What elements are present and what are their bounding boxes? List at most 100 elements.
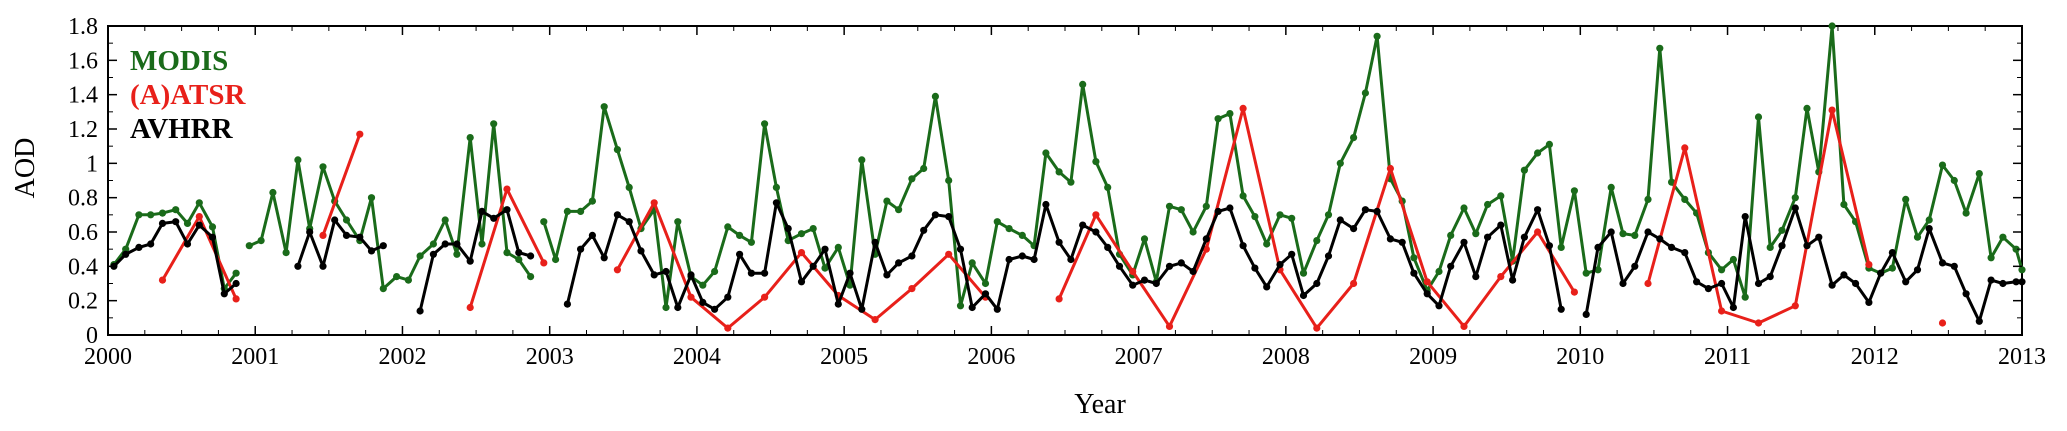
- x-tick-label: 2010: [1556, 344, 1604, 370]
- data-point-modis: [1729, 255, 1737, 264]
- data-point-modis: [393, 273, 401, 281]
- x-tick-label: 2007: [1115, 344, 1163, 370]
- data-point-modis: [2012, 245, 2020, 253]
- data-point-avhrr: [1729, 303, 1737, 312]
- data-point-modis: [515, 255, 523, 264]
- data-point-modis: [257, 237, 265, 245]
- data-point-avhrr: [441, 240, 449, 248]
- y-tick-label: 0.6: [68, 220, 98, 246]
- data-point-avhrr: [1497, 221, 1505, 229]
- data-point-modis: [1668, 178, 1676, 186]
- data-point-modis: [761, 120, 769, 128]
- data-point-aatsr: [908, 285, 916, 293]
- data-point-avhrr: [1373, 207, 1381, 215]
- data-point-modis: [367, 194, 376, 202]
- data-point-modis: [724, 223, 732, 231]
- data-point-avhrr: [908, 252, 916, 260]
- data-point-modis: [1202, 202, 1210, 210]
- data-point-aatsr: [1828, 106, 1836, 114]
- data-point-modis: [772, 183, 781, 191]
- data-point-aatsr: [724, 324, 732, 332]
- data-point-avhrr: [1962, 290, 1970, 298]
- data-point-modis: [1067, 178, 1075, 186]
- data-point-avhrr: [331, 216, 339, 224]
- data-point-avhrr: [1534, 206, 1542, 214]
- data-point-avhrr: [846, 269, 854, 277]
- data-point-avhrr: [895, 259, 903, 267]
- data-point-aatsr: [466, 303, 474, 312]
- data-point-modis: [1619, 230, 1627, 238]
- data-point-modis: [1226, 110, 1234, 118]
- data-point-modis: [478, 240, 486, 248]
- data-point-avhrr: [172, 218, 180, 226]
- data-point-aatsr: [650, 199, 658, 207]
- data-point-avhrr: [1079, 221, 1087, 229]
- data-point-modis: [858, 156, 866, 164]
- data-point-modis: [883, 197, 891, 205]
- data-point-avhrr: [1288, 250, 1296, 258]
- data-point-modis: [1631, 231, 1639, 239]
- data-point-avhrr: [1005, 255, 1013, 264]
- data-point-avhrr: [1484, 233, 1492, 241]
- data-point-modis: [1018, 231, 1026, 239]
- data-point-avhrr: [1214, 207, 1222, 215]
- data-point-avhrr: [208, 233, 217, 241]
- data-point-avhrr: [342, 231, 351, 239]
- data-point-avhrr: [1644, 228, 1652, 236]
- data-point-modis: [747, 238, 756, 246]
- data-point-modis: [379, 285, 387, 293]
- data-point-avhrr: [883, 271, 891, 279]
- data-point-avhrr: [956, 245, 965, 253]
- data-point-modis: [294, 156, 302, 164]
- data-point-avhrr: [466, 257, 474, 265]
- data-point-modis: [1902, 195, 1910, 203]
- data-point-modis: [1950, 176, 1958, 185]
- data-point-modis: [232, 269, 240, 277]
- data-point-avhrr: [1791, 204, 1799, 212]
- data-point-modis: [1435, 267, 1443, 276]
- data-point-modis: [1913, 233, 1922, 241]
- data-point-avhrr: [968, 303, 976, 312]
- data-point-avhrr: [379, 242, 387, 250]
- data-point-avhrr: [429, 250, 437, 258]
- data-point-avhrr: [1386, 235, 1394, 243]
- data-point-modis: [1288, 214, 1296, 222]
- data-point-avhrr: [1865, 298, 1873, 306]
- series-line-modis: [248, 122, 532, 291]
- data-point-modis: [1778, 226, 1786, 234]
- series-line-avhrr: [418, 208, 532, 312]
- data-point-avhrr: [1888, 249, 1896, 257]
- data-point-avhrr: [650, 271, 658, 279]
- data-point-avhrr: [1152, 279, 1160, 288]
- data-point-avhrr: [625, 218, 633, 226]
- data-point-avhrr: [503, 206, 511, 214]
- data-point-avhrr: [1594, 243, 1602, 251]
- data-point-modis: [1239, 192, 1247, 200]
- data-point-modis: [1975, 170, 1983, 178]
- data-point-avhrr: [1741, 213, 1749, 221]
- y-tick-label: 0.2: [68, 289, 98, 315]
- data-point-avhrr: [1778, 242, 1786, 250]
- axes: 2000 2001 2002 2003 2004 2005 2006 2007 2008 2009…: [68, 14, 2046, 370]
- data-point-avhrr: [1681, 249, 1689, 257]
- data-point-avhrr: [1398, 238, 1406, 246]
- data-point-avhrr: [1239, 242, 1247, 250]
- data-point-avhrr: [577, 245, 585, 253]
- data-point-avhrr: [1350, 225, 1358, 233]
- data-point-avhrr: [1018, 252, 1026, 260]
- data-point-modis: [122, 245, 130, 253]
- data-point-modis: [981, 279, 990, 288]
- data-point-avhrr: [1803, 242, 1811, 250]
- data-point-avhrr: [1263, 283, 1271, 291]
- data-point-avhrr: [183, 240, 192, 248]
- data-point-modis: [1962, 209, 1970, 217]
- data-point-modis: [195, 199, 203, 207]
- data-point-aatsr: [1313, 324, 1321, 332]
- data-point-avhrr: [122, 250, 130, 258]
- x-tick-label: 2008: [1262, 344, 1310, 370]
- data-point-modis: [503, 249, 511, 257]
- data-point-aatsr: [158, 276, 167, 284]
- data-point-modis: [1607, 183, 1615, 191]
- data-point-avhrr: [515, 249, 523, 257]
